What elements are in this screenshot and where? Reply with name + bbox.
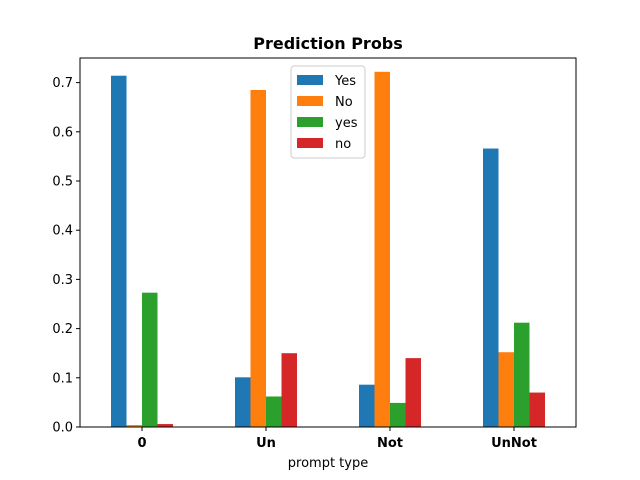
bar-Yes-0 (111, 75, 127, 427)
x-axis: 0 Un Not UnNot (137, 427, 537, 451)
y-tick-label: 0.5 (52, 175, 73, 190)
legend: Yes No yes no (290, 65, 366, 159)
bar-No-Un (250, 89, 266, 427)
bar-yes-0 (142, 292, 158, 427)
x-axis-label: prompt type (288, 456, 368, 471)
bar-Yes-Not (359, 384, 375, 427)
y-tick-label: 0.1 (52, 371, 73, 386)
chart-title: Prediction Probs (253, 34, 403, 53)
bars-group (111, 71, 545, 427)
legend-swatch-Yes (297, 75, 323, 85)
bar-yes-UnNot (514, 322, 530, 427)
bar-Yes-Un (235, 377, 251, 427)
bar-no-0 (157, 424, 173, 427)
y-tick-label: 0.3 (52, 273, 73, 288)
legend-label: no (335, 137, 351, 152)
plot-frame (79, 57, 577, 428)
bar-No-Not (374, 71, 390, 427)
bar-No-UnNot (498, 352, 514, 427)
legend-label: yes (335, 116, 358, 131)
x-tick-label: Un (256, 436, 276, 451)
x-tick-label: Not (377, 436, 403, 451)
bar-no-Un (281, 353, 297, 427)
x-tick-label: UnNot (491, 436, 537, 451)
bar-Yes-UnNot (483, 148, 499, 427)
legend-label: No (335, 95, 353, 110)
y-tick-label: 0.2 (52, 322, 73, 337)
legend-swatch-yes (297, 117, 323, 127)
bar-no-Not (405, 358, 421, 427)
bar-yes-Un (266, 396, 282, 427)
bar-No-0 (126, 425, 142, 427)
y-tick-label: 0.7 (52, 76, 73, 91)
bar-yes-Not (390, 402, 406, 427)
legend-swatch-no (297, 138, 323, 148)
x-tick-label: 0 (137, 436, 146, 451)
legend-box (290, 65, 366, 159)
legend-label: Yes (334, 74, 356, 89)
y-tick-label: 0.4 (52, 224, 73, 239)
y-tick-label: 0.6 (52, 125, 73, 140)
bar-no-UnNot (529, 392, 545, 427)
y-axis: 0.0 0.1 0.2 0.3 0.4 0.5 0.6 0.7 (52, 76, 80, 436)
y-tick-label: 0.0 (52, 421, 73, 436)
legend-swatch-No (297, 96, 323, 106)
